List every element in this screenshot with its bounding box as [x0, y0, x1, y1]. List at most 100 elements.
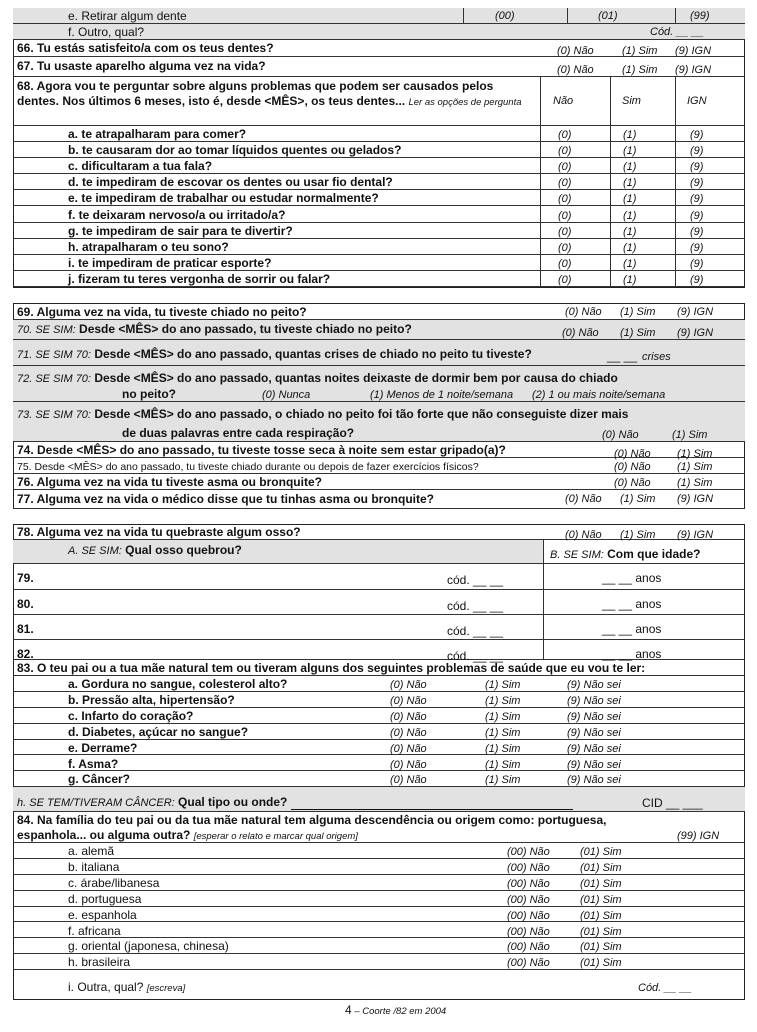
q68-item-row — [13, 190, 745, 207]
question-label: 67. Tu usaste aparelho alguma vez na vid… — [17, 59, 266, 73]
answer-option: (0) Não — [614, 477, 651, 489]
code-field: Cód. __ __ — [650, 26, 704, 38]
bone-row — [13, 615, 745, 640]
answer-option: (0) — [558, 209, 572, 222]
answer-option: (0) — [558, 273, 572, 286]
q78-row — [13, 524, 745, 540]
answer-option: (0) Não — [602, 429, 639, 441]
q74-row — [13, 442, 745, 458]
answer-option: (1) Sim — [622, 64, 658, 76]
q68-item-row — [13, 158, 745, 175]
column-divider — [463, 8, 464, 24]
item-label: c. Infarto do coração? — [68, 708, 194, 723]
item-label: g. oriental (japonesa, chinesa) — [68, 939, 229, 954]
answer-option: (0) Não — [565, 529, 602, 541]
q68-item-row — [13, 126, 745, 143]
q84-item-row — [13, 843, 745, 859]
answer-option: (1) — [623, 177, 637, 190]
answer-option: (1) — [623, 225, 637, 238]
question-label: de duas palavras entre cada respiração? — [122, 426, 355, 440]
item-label: f. Asma? — [68, 756, 119, 771]
q84-item-row — [13, 923, 745, 939]
answer-option: (01) — [598, 10, 618, 22]
answer-option: (1) Sim — [485, 774, 521, 787]
item-label: e. espanhola — [68, 907, 137, 922]
answer-option: (0) — [558, 177, 572, 190]
answer-option: (1) Sim — [485, 726, 521, 739]
answer-option: (1) Sim — [672, 429, 708, 441]
answer-option: (0) Não — [557, 64, 594, 76]
q76-row — [13, 474, 745, 490]
q83-item-row — [13, 756, 745, 772]
answer-option: (00) Não — [507, 861, 550, 874]
q84-row — [13, 812, 745, 843]
answer-option: (9) Não sei — [567, 774, 621, 787]
q83-h-row — [13, 787, 745, 812]
q72-row — [13, 366, 745, 402]
q68-item-row — [13, 174, 745, 191]
item-label: f. Outro, qual? — [68, 25, 145, 39]
column-divider — [675, 77, 676, 287]
item-label: h. atrapalharam o teu sono? — [68, 239, 229, 254]
q83-item-row — [13, 771, 745, 788]
answer-option: (00) — [495, 10, 515, 22]
q67-row — [13, 57, 745, 77]
question-label: no peito? — [122, 387, 176, 401]
answer-option: (00) Não — [507, 909, 550, 922]
answer-option: (1) Sim — [620, 493, 656, 505]
answer-option: (00) Não — [507, 893, 550, 906]
age-field: __ __ anos — [602, 597, 662, 611]
item-label: e. Derrame? — [68, 740, 138, 755]
family-section — [13, 524, 745, 1000]
answer-option: (0) — [558, 193, 572, 206]
label-part: 68. Agora vou te perguntar sobre alguns … — [17, 79, 494, 108]
q66-row — [13, 40, 745, 57]
answer-option: (9) IGN — [677, 529, 714, 541]
answer-option: (01) Sim — [580, 877, 622, 890]
answer-option: (9) Não sei — [567, 742, 621, 755]
answer-option: (1) — [623, 241, 637, 254]
q83-item-row — [13, 692, 745, 708]
answer-option: (9) Não sei — [567, 710, 621, 723]
q83-item-row — [13, 676, 745, 692]
code-field: cód. __ __ — [447, 599, 504, 613]
column-header: A. SE SIM: Qual osso quebrou? — [68, 543, 242, 558]
q84-item-row — [13, 891, 745, 907]
q75-row — [13, 458, 745, 474]
item-label: b. Pressão alta, hipertensão? — [68, 692, 235, 707]
code-field: cód. __ __ — [447, 624, 504, 638]
label-part: [esperar o relato e marcar qual origem] — [193, 831, 358, 842]
answer-option: (0) Não — [557, 45, 594, 57]
answer-option: (0) Não — [614, 448, 651, 460]
code-field: cód. __ __ — [447, 573, 504, 587]
label-part: Qual osso quebrou? — [125, 543, 242, 557]
label-part: 73. SE SIM 70: — [17, 409, 91, 421]
answer-option: (9) — [690, 177, 704, 190]
answer-option: (9) IGN — [677, 306, 714, 318]
question-label: 77. Alguma vez na vida o médico disse qu… — [17, 492, 434, 506]
answer-option: (1) Menos de 1 noite/semana — [370, 389, 514, 401]
item-label: i. te impediram de praticar esporte? — [68, 255, 272, 270]
answer-option: (9) IGN — [677, 327, 714, 339]
answer-option: (1) Sim — [485, 710, 521, 723]
question-label: 74. Desde <MÊS> do ano passado, tu tives… — [17, 443, 506, 457]
answer-option: (9) IGN — [675, 45, 712, 57]
column-divider — [567, 8, 568, 24]
answer-option: (0) Não — [565, 306, 602, 318]
answer-option: (0) Não — [565, 493, 602, 505]
answer-option: (0) Não — [390, 726, 427, 739]
answer-option: (2) 1 ou mais noite/semana — [532, 389, 666, 401]
answer-option: (1) — [623, 161, 637, 174]
question-label: 78. Alguma vez na vida tu quebraste algu… — [17, 525, 301, 539]
question-label: espanhola... ou alguma outra? [esperar o… — [17, 828, 358, 844]
answer-option: (0) — [558, 225, 572, 238]
item-label: d. portuguesa — [68, 891, 142, 906]
q73-row — [13, 402, 745, 442]
q83-item-row — [13, 740, 745, 756]
item-label: e. Retirar algum dente — [68, 9, 187, 23]
q84-item-row — [13, 954, 745, 971]
column-divider — [675, 8, 676, 24]
q83-row — [13, 660, 745, 676]
item-label: a. Gordura no sangue, colesterol alto? — [68, 677, 288, 691]
answer-option: (00) Não — [507, 925, 550, 938]
